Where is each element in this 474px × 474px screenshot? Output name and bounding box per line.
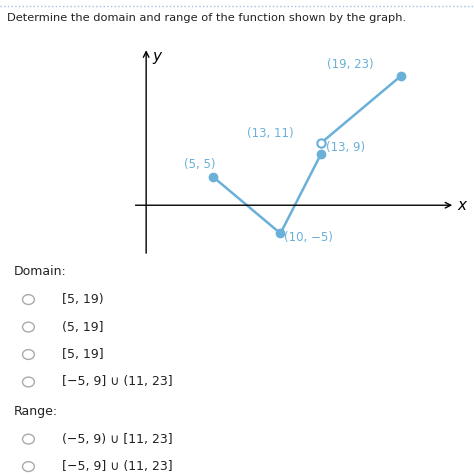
Text: (13, 9): (13, 9) xyxy=(326,142,365,155)
Text: Determine the domain and range of the function shown by the graph.: Determine the domain and range of the fu… xyxy=(7,13,406,23)
Text: (10, −5): (10, −5) xyxy=(284,230,333,244)
Text: (19, 23): (19, 23) xyxy=(328,58,374,71)
Text: y: y xyxy=(153,49,162,64)
Text: (5, 19]: (5, 19] xyxy=(62,320,103,334)
Text: [5, 19): [5, 19) xyxy=(62,293,103,306)
Text: Domain:: Domain: xyxy=(14,264,67,278)
Text: (−5, 9) ∪ [11, 23]: (−5, 9) ∪ [11, 23] xyxy=(62,433,172,446)
Text: [5, 19]: [5, 19] xyxy=(62,348,103,361)
Text: [−5, 9] ∪ (11, 23]: [−5, 9] ∪ (11, 23] xyxy=(62,375,172,389)
Text: (13, 11): (13, 11) xyxy=(247,128,293,140)
Text: Range:: Range: xyxy=(14,405,58,418)
Text: (5, 5): (5, 5) xyxy=(184,158,215,172)
Text: x: x xyxy=(458,198,467,213)
Text: [−5, 9] ∪ (11, 23]: [−5, 9] ∪ (11, 23] xyxy=(62,460,172,473)
